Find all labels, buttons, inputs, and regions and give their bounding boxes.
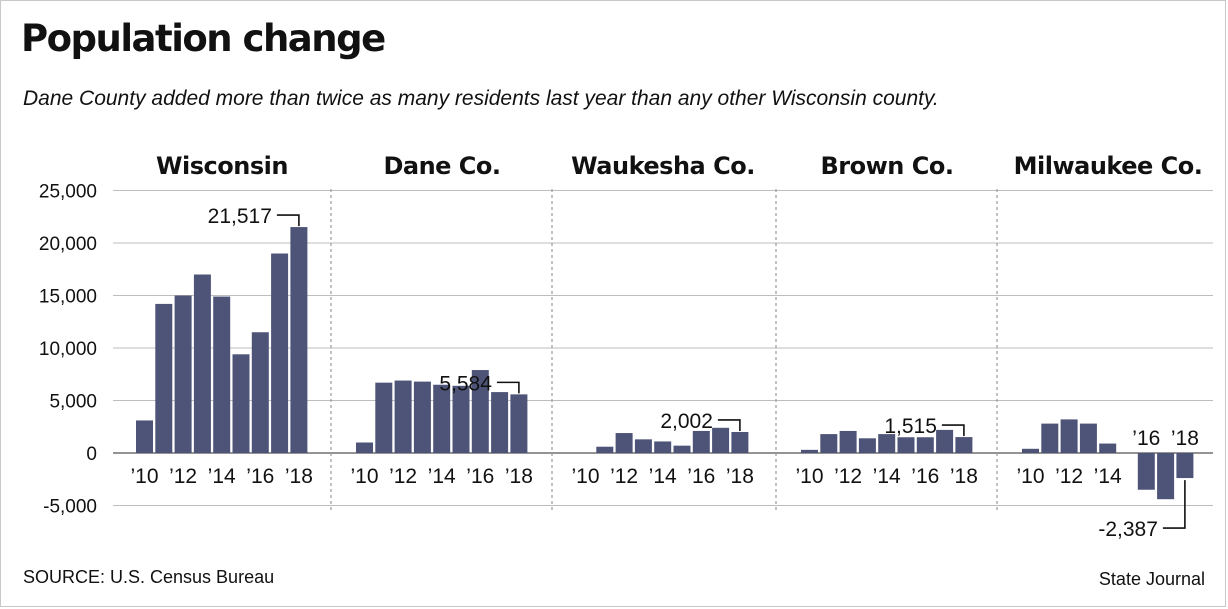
bar: [394, 380, 412, 453]
callout-leader: [496, 381, 520, 394]
y-tick-label: 10,000: [39, 339, 97, 360]
y-tick-label: -5,000: [43, 497, 97, 518]
bar: [213, 296, 231, 453]
x-tick-label: ’16: [466, 465, 494, 488]
page-subtitle: Dane County added more than twice as man…: [23, 87, 939, 110]
x-tick-label: ’18: [950, 465, 978, 488]
bar: [375, 382, 393, 453]
x-tick-label: ’12: [834, 465, 862, 488]
x-tick-label: ’12: [610, 465, 638, 488]
bar: [193, 274, 211, 453]
panel-title: Milwaukee Co.: [1014, 152, 1203, 180]
credit-note: State Journal: [1098, 569, 1205, 589]
x-tick-label: ’18: [285, 465, 313, 488]
x-tick-label: ’12: [389, 465, 417, 488]
bar: [634, 439, 652, 453]
bar: [510, 394, 528, 453]
callout-leader: [276, 214, 300, 227]
bar: [491, 392, 509, 453]
y-tick-label: 0: [86, 444, 97, 465]
page-title: Population change: [21, 17, 386, 60]
bar: [615, 433, 633, 453]
bar: [136, 420, 153, 453]
bar: [936, 429, 954, 453]
callout-label: 5,584: [439, 372, 492, 395]
bar: [596, 446, 614, 453]
bar: [801, 449, 818, 453]
x-tick-label: ’14: [208, 465, 236, 488]
bar: [1157, 453, 1175, 500]
bar: [897, 437, 915, 453]
panel-title: Dane Co.: [383, 152, 500, 180]
bar: [1060, 419, 1078, 453]
bar: [820, 434, 838, 453]
bar: [1099, 443, 1117, 453]
callout-label: 2,002: [660, 410, 713, 433]
x-tick-label: ’18: [505, 465, 533, 488]
bar: [174, 295, 192, 453]
y-tick-label: 25,000: [39, 182, 97, 203]
x-tick-label: ’16: [687, 465, 715, 488]
x-tick-label: ’10: [571, 465, 599, 488]
bar: [1176, 453, 1194, 479]
callout-label: 1,515: [884, 415, 937, 438]
bar: [471, 370, 489, 453]
bar: [271, 253, 289, 453]
x-tick-label: ’14: [1094, 465, 1122, 488]
x-tick-label: ’16: [246, 465, 274, 488]
bar: [878, 434, 896, 453]
x-tick-label: ’10: [130, 465, 158, 488]
bar: [916, 437, 934, 453]
panel-title: Waukesha Co.: [571, 152, 755, 180]
x-tick-label: ’10: [795, 465, 823, 488]
x-tick-label: ’16: [1132, 427, 1160, 450]
x-tick-label: ’10: [1016, 465, 1044, 488]
bar: [452, 385, 470, 453]
panel-title: Wisconsin: [156, 152, 288, 180]
callout-leader: [941, 424, 965, 437]
bar: [858, 438, 876, 453]
callout-label: -2,387: [1098, 518, 1158, 541]
x-tick-label: ’16: [911, 465, 939, 488]
callout-leader: [717, 419, 741, 431]
bar: [1137, 453, 1155, 490]
y-tick-label: 15,000: [39, 287, 97, 308]
bar: [673, 445, 691, 453]
bar: [356, 442, 373, 453]
bar: [955, 437, 973, 453]
bar: [413, 381, 431, 453]
bar: [654, 441, 672, 453]
bar: [155, 303, 173, 453]
x-tick-label: ’10: [350, 465, 378, 488]
bar: [1041, 423, 1059, 453]
x-tick-label: ’14: [873, 465, 901, 488]
panel-title: Brown Co.: [821, 152, 954, 180]
bar: [433, 384, 451, 453]
bar: [839, 430, 857, 453]
bar: [712, 427, 730, 453]
x-tick-label: ’14: [428, 465, 456, 488]
x-tick-label: ’12: [1055, 465, 1083, 488]
callout-label: 21,517: [208, 205, 272, 228]
source-note: SOURCE: U.S. Census Bureau: [23, 567, 275, 587]
bar: [1022, 448, 1039, 453]
bar: [731, 431, 749, 453]
callout-leader: [1162, 480, 1186, 529]
x-tick-label: ’12: [169, 465, 197, 488]
bar: [692, 430, 710, 453]
x-tick-label: ’18: [726, 465, 754, 488]
bar: [1079, 423, 1097, 453]
x-tick-label: ’14: [649, 465, 677, 488]
y-tick-label: 5,000: [49, 392, 97, 413]
bar: [290, 227, 308, 453]
bar: [232, 354, 250, 453]
y-tick-label: 20,000: [39, 234, 97, 255]
x-tick-label: ’18: [1171, 427, 1199, 450]
bar: [251, 332, 269, 453]
